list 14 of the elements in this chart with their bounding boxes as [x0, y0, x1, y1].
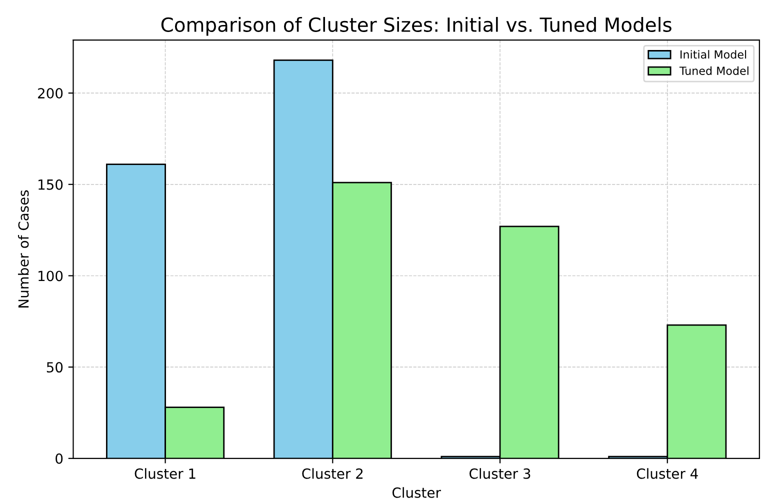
y-tick-label: 0	[56, 453, 63, 464]
chart-title: Comparison of Cluster Sizes: Initial vs. Tuned Models	[161, 16, 672, 36]
y-tick-label: 100	[38, 270, 63, 282]
legend-label: Tuned Model	[679, 66, 748, 75]
x-tick-label: Cluster 1	[134, 468, 196, 479]
x-tick-label: Cluster 4	[636, 468, 698, 479]
y-axis-title: Number of Cases	[18, 190, 29, 308]
x-tick-label: Cluster 3	[470, 468, 530, 479]
y-tick-label: 200	[38, 88, 63, 99]
x-tick-label: Cluster 2	[302, 468, 363, 479]
x-axis-title: Cluster	[392, 487, 441, 498]
y-tick-label: 150	[38, 179, 63, 190]
legend-label: Initial Model	[680, 50, 746, 59]
y-tick-label: 50	[46, 362, 63, 373]
